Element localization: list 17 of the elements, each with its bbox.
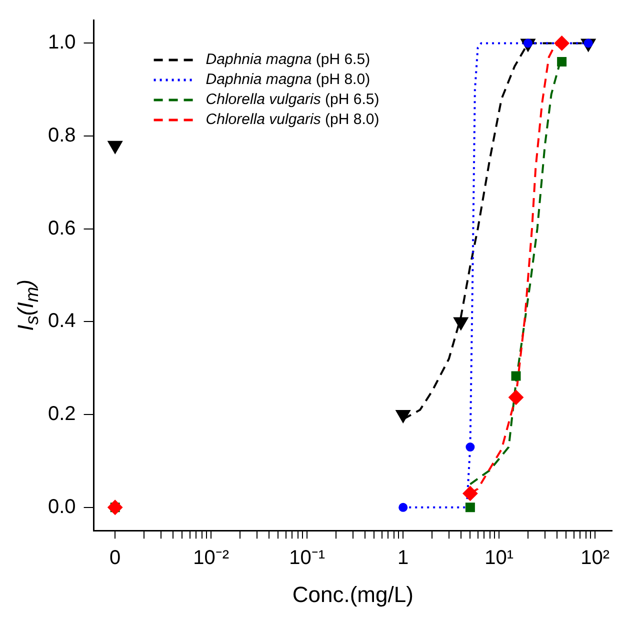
- x-tick-label: 1: [398, 547, 409, 570]
- legend-label: Chlorella vulgaris (pH 8.0): [206, 111, 380, 128]
- legend-label: Chlorella vulgaris (pH 6.5): [206, 91, 380, 108]
- y-tick-label: 0.0: [48, 496, 76, 518]
- x-tick-label: 10²: [580, 547, 610, 570]
- x-axis-title: Conc.(mg/L): [292, 582, 414, 607]
- y-tick-label: 0.8: [48, 124, 76, 147]
- legend-label: Daphnia magna (pH 8.0): [206, 71, 370, 88]
- y-tick-label: 0.2: [48, 403, 76, 426]
- x-tick-label: 0: [110, 547, 121, 570]
- y-tick-label: 0.4: [48, 310, 76, 332]
- y-tick-label: 0.6: [48, 217, 76, 240]
- x-tick-label: 10⁻¹: [289, 547, 326, 570]
- y-tick-label: 1.0: [48, 32, 76, 54]
- x-tick-label: 10⁻²: [193, 547, 230, 570]
- x-tick-label: 10¹: [484, 547, 514, 570]
- legend-label: Daphnia magna (pH 6.5): [206, 51, 370, 68]
